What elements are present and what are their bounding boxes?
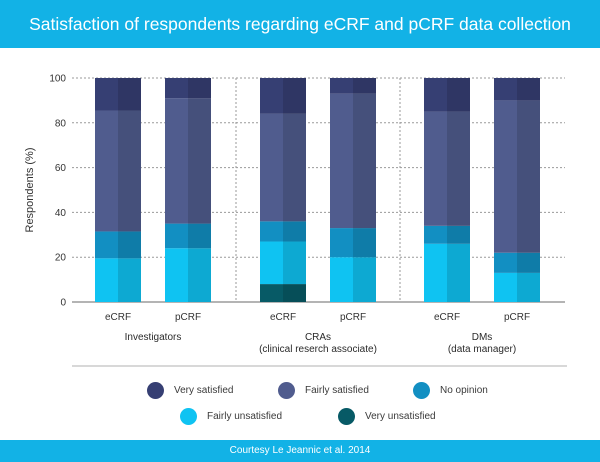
group-sublabel-dms: (data manager): [448, 344, 516, 355]
x-tick-label-cras-ecrf: eCRF: [270, 312, 296, 323]
legend-label-very-unsatisfied: Very unsatisfied: [365, 411, 436, 422]
y-tick-label-80: 80: [55, 118, 67, 129]
bar-segment-dms-pcrf-fairly-unsatisfied: [494, 272, 540, 302]
bar-shade-cras-pcrf: [353, 78, 376, 302]
legend-item-very-satisfied: Very satisfied: [147, 382, 233, 399]
bar-segment-investigators-pcrf-very-satisfied: [165, 78, 211, 99]
group-sublabel-cras: (clinical reserch associate): [259, 344, 377, 355]
chart-title-banner: Satisfaction of respondents regarding eC…: [0, 0, 600, 48]
y-tick-label-60: 60: [55, 163, 67, 174]
legend-label-very-satisfied: Very satisfied: [174, 385, 234, 396]
bar-shade-investigators-pcrf: [188, 78, 211, 302]
bar-segment-dms-ecrf-fairly-satisfied: [424, 111, 470, 226]
bar-segment-cras-ecrf-no-opinion: [260, 221, 306, 242]
x-tick-label-dms-pcrf: pCRF: [504, 312, 530, 323]
chart-title: Satisfaction of respondents regarding eC…: [29, 14, 571, 34]
bar-segment-dms-ecrf-very-satisfied: [424, 78, 470, 112]
legend-label-fairly-unsatisfied: Fairly unsatisfied: [207, 411, 283, 422]
bar-segment-dms-ecrf-fairly-unsatisfied: [424, 243, 470, 302]
legend-item-fairly-unsatisfied: Fairly unsatisfied: [180, 408, 282, 425]
bar-segment-investigators-ecrf-very-satisfied: [95, 78, 141, 111]
group-label-investigators: Investigators: [125, 332, 182, 343]
bar-segment-cras-ecrf-very-unsatisfied: [260, 284, 306, 302]
bar-shade-investigators-ecrf: [118, 78, 141, 302]
bar-segment-investigators-ecrf-no-opinion: [95, 231, 141, 259]
y-axis-label: Respondents (%): [24, 148, 36, 233]
bar-segment-dms-pcrf-no-opinion: [494, 252, 540, 273]
bar-segment-dms-ecrf-no-opinion: [424, 225, 470, 244]
legend-swatch-no-opinion: [413, 382, 430, 399]
legend-item-fairly-satisfied: Fairly satisfied: [278, 382, 369, 399]
x-tick-label-cras-pcrf: pCRF: [340, 312, 366, 323]
group-label-dms: DMs: [472, 332, 493, 343]
y-tick-label-40: 40: [55, 208, 67, 219]
bar-segment-cras-pcrf-fairly-satisfied: [330, 93, 376, 229]
bar-segment-investigators-pcrf-no-opinion: [165, 223, 211, 249]
bar-segment-dms-pcrf-fairly-satisfied: [494, 100, 540, 253]
y-tick-label-100: 100: [49, 74, 66, 85]
bar-segment-cras-pcrf-fairly-unsatisfied: [330, 257, 376, 302]
legend-swatch-fairly-unsatisfied: [180, 408, 197, 425]
legend-swatch-very-unsatisfied: [338, 408, 355, 425]
bar-shade-dms-pcrf: [517, 78, 540, 302]
bar-shade-cras-ecrf: [283, 78, 306, 302]
bar-segment-cras-pcrf-very-satisfied: [330, 78, 376, 94]
x-tick-label-dms-ecrf: eCRF: [434, 312, 460, 323]
bar-segment-cras-pcrf-no-opinion: [330, 228, 376, 258]
bar-shade-dms-ecrf: [447, 78, 470, 302]
y-tick-label-20: 20: [55, 253, 67, 264]
x-tick-label-investigators-pcrf: pCRF: [175, 312, 201, 323]
bar-segment-investigators-pcrf-fairly-unsatisfied: [165, 248, 211, 302]
y-tick-label-0: 0: [60, 298, 66, 309]
bar-segment-cras-ecrf-fairly-satisfied: [260, 113, 306, 222]
legend-swatch-very-satisfied: [147, 382, 164, 399]
legend-item-no-opinion: No opinion: [413, 382, 488, 399]
stacked-bar-chart: 0 20 40 60 80 100 eCRF pCRF eCRF pCRF eCRF pCRF Inve…: [24, 74, 567, 367]
legend-item-very-unsatisfied: Very unsatisfied: [338, 408, 436, 425]
legend-swatch-fairly-satisfied: [278, 382, 295, 399]
bar-segment-investigators-pcrf-fairly-satisfied: [165, 98, 211, 224]
footer-credit: Courtesy Le Jeannic et al. 2014: [229, 445, 371, 456]
legend-label-no-opinion: No opinion: [440, 385, 488, 396]
x-tick-label-investigators-ecrf: eCRF: [105, 312, 131, 323]
legend-label-fairly-satisfied: Fairly satisfied: [305, 385, 369, 396]
group-label-cras: CRAs: [305, 332, 331, 343]
footer-banner: Courtesy Le Jeannic et al. 2014: [0, 440, 600, 462]
bar-segment-investigators-ecrf-fairly-unsatisfied: [95, 258, 141, 302]
bar-segment-cras-ecrf-very-satisfied: [260, 78, 306, 114]
bar-segment-investigators-ecrf-fairly-satisfied: [95, 110, 141, 232]
bar-segment-cras-ecrf-fairly-unsatisfied: [260, 241, 306, 285]
bar-segment-dms-pcrf-very-satisfied: [494, 78, 540, 101]
